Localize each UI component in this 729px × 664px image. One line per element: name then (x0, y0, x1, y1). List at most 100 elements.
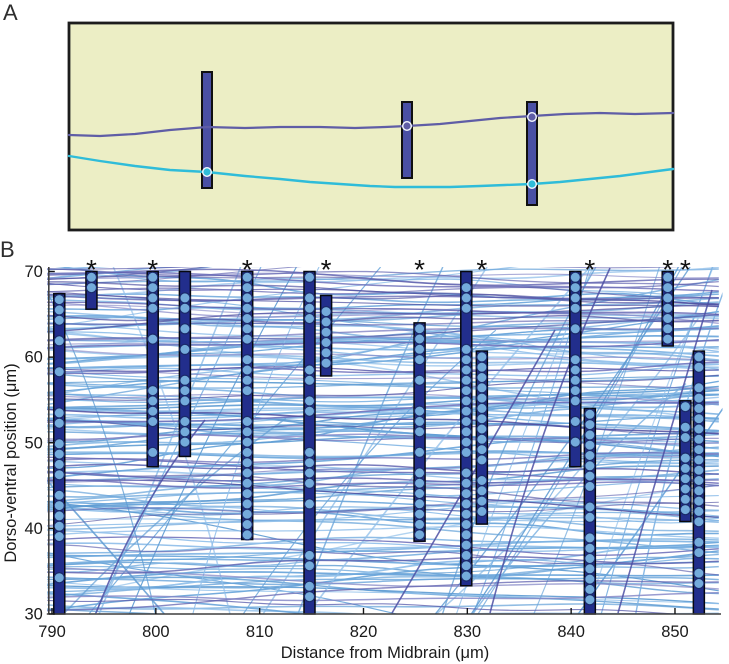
track-line (577, 407, 723, 614)
cell-marker (53, 304, 65, 316)
track-line (47, 576, 719, 610)
x-axis-label: Distance from Midbrain (μm) (281, 644, 489, 662)
cell-marker (241, 457, 253, 469)
cell-marker (476, 392, 488, 404)
cell-marker (679, 400, 692, 413)
cell-marker (303, 549, 316, 562)
track-line (489, 267, 611, 614)
cell-marker (413, 415, 426, 428)
cell-marker (53, 448, 65, 460)
cell-marker (476, 423, 488, 435)
cell-marker (476, 454, 488, 466)
intersection-marker (527, 178, 538, 189)
cell-marker (460, 405, 472, 417)
cell-marker (693, 516, 705, 528)
cell-marker (679, 493, 692, 505)
x-tick-label: 850 (661, 623, 689, 641)
x-tick-label: 820 (350, 623, 378, 641)
cell-marker (53, 438, 65, 450)
cell-marker (413, 477, 426, 489)
cell-marker (662, 292, 674, 304)
cell-marker (584, 470, 596, 482)
cell-marker (53, 335, 65, 347)
cell-marker (584, 418, 596, 431)
cell-marker (241, 508, 253, 520)
cell-marker (53, 520, 65, 532)
cell-marker (53, 314, 65, 326)
cell-marker (53, 417, 65, 429)
cell-marker (460, 539, 472, 551)
cell-marker (679, 483, 692, 495)
cell-marker (303, 446, 316, 459)
probe (240, 270, 254, 541)
cell-marker (460, 436, 472, 448)
track-line (47, 479, 165, 614)
significance-asterisk: * (584, 254, 595, 285)
probe (85, 270, 98, 310)
cell-marker (460, 467, 472, 479)
intersection-marker (402, 120, 413, 131)
cell-marker (303, 457, 316, 469)
cell-marker (241, 529, 253, 541)
track-line (47, 576, 719, 586)
cell-marker (460, 498, 472, 510)
panel-b-label: B (0, 237, 15, 262)
probes-layer: * * * * * * * * * (53, 254, 706, 615)
cell-marker (476, 433, 488, 445)
cell-marker (584, 429, 596, 441)
cell-marker (147, 446, 159, 459)
cell-marker (147, 395, 159, 407)
track-line (47, 517, 719, 523)
track-line (47, 478, 719, 505)
cell-marker (679, 462, 692, 475)
cell-marker (179, 292, 191, 304)
cell-marker (476, 402, 488, 415)
cell-marker (476, 382, 488, 394)
cell-marker (584, 460, 596, 472)
cell-marker (413, 405, 426, 417)
cell-marker (679, 473, 692, 485)
y-tick-label: 70 (24, 263, 42, 281)
cell-marker (460, 302, 472, 314)
probe (413, 322, 426, 542)
cell-marker (460, 343, 472, 356)
cell-marker (179, 343, 191, 356)
x-tick-label: 790 (38, 623, 66, 641)
cell-marker (460, 415, 472, 428)
cell-marker (53, 489, 65, 501)
y-tick-label: 40 (24, 520, 42, 538)
cell-marker (413, 467, 426, 479)
cell-marker (693, 361, 705, 373)
cell-marker (241, 436, 253, 448)
cell-marker (320, 326, 332, 338)
cell-marker (679, 431, 692, 444)
cell-marker (693, 351, 705, 363)
significance-asterisk: * (662, 254, 673, 285)
significance-asterisk: * (321, 254, 332, 285)
probe (319, 294, 333, 377)
cell-marker (413, 446, 426, 458)
panel-a-label: A (3, 0, 18, 25)
y-tick-label: 60 (24, 349, 42, 367)
cell-marker (460, 446, 472, 459)
cell-marker (693, 536, 705, 549)
axes: 790 800 810 820 830 840 850 30 40 50 60 70 Distance … (2, 263, 721, 662)
cell-marker (241, 384, 253, 397)
cell-marker (303, 467, 316, 479)
cell-marker (179, 323, 191, 335)
cell-marker (147, 415, 159, 428)
probe (460, 270, 473, 587)
probe-bar (146, 270, 159, 468)
cell-marker (476, 505, 488, 518)
cell-marker (476, 443, 488, 456)
significance-asterisk: * (680, 254, 691, 285)
track-line (47, 556, 719, 574)
track-line (98, 267, 242, 614)
cell-marker (241, 302, 253, 314)
track-line (128, 267, 297, 614)
cell-marker (413, 333, 426, 345)
cell-marker (413, 518, 426, 531)
track-line (47, 565, 719, 585)
cell-marker (303, 405, 316, 417)
cell-marker (460, 529, 472, 541)
